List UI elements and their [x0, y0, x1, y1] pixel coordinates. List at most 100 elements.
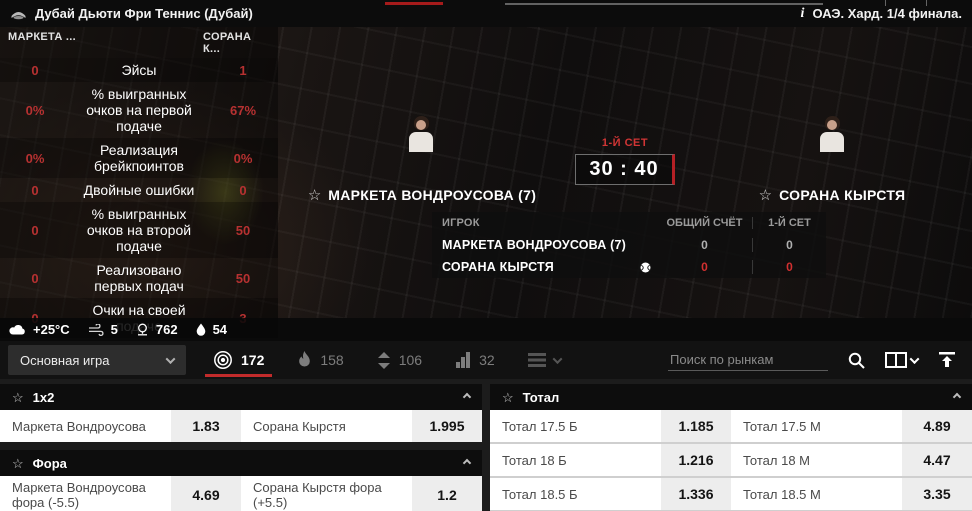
stat-value-player1: 0% — [25, 102, 45, 118]
stats-rows: 0 Эйсы 1 0% % выигранных очков на первой под… — [0, 58, 278, 338]
stat-label: % выигранных очков на второй подаче — [86, 206, 192, 254]
bet-outcome[interactable]: Маркета Вондроусова 1.83 — [0, 410, 241, 442]
tab-count: 106 — [398, 352, 423, 368]
bet-outcome[interactable]: Тотал 17.5 Б 1.185 — [490, 410, 731, 442]
stat-value-player2: 0% — [233, 150, 253, 166]
flame-icon — [297, 351, 312, 369]
humidity-value: 54 — [212, 322, 228, 337]
cloud-icon — [9, 324, 26, 335]
info-icon[interactable]: i — [800, 5, 805, 21]
market-filter-tabs: 172 158 106 32 — [204, 341, 563, 379]
player1-name-block: ☆ МАРКЕТА ВОНДРОУСОВА (7) — [308, 187, 536, 203]
bet-outcome[interactable]: Сорана Кырстя 1.995 — [241, 410, 482, 442]
outcome-name: Тотал 18.5 Б — [490, 478, 661, 510]
stat-value-player1: 0 — [31, 222, 39, 238]
favorite-star-icon[interactable]: ☆ — [307, 186, 322, 204]
chevron-up-icon[interactable] — [462, 458, 472, 468]
temperature-item: +25°C — [9, 322, 70, 337]
stat-value-player2: 50 — [235, 270, 251, 286]
favorite-star-icon[interactable]: ☆ — [12, 389, 24, 405]
stat-value-player1: 0 — [31, 270, 39, 286]
sort-icon — [377, 351, 391, 369]
bet-outcome[interactable]: Тотал 18 М 4.47 — [731, 444, 972, 476]
market-title: 1x2 — [32, 389, 55, 405]
bet-outcome[interactable]: Тотал 17.5 М 4.89 — [731, 410, 972, 442]
market-view-select[interactable]: Основная игра — [8, 345, 186, 375]
market-row: Тотал 17.5 Б 1.185 Тотал 17.5 М 4.89 — [490, 410, 972, 442]
stat-value-player2: 1 — [239, 62, 247, 78]
score-row-total: 0 — [701, 260, 708, 274]
market-section-header[interactable]: ☆ Тотал — [490, 384, 972, 410]
current-set-label: 1-Й СЕТ — [601, 137, 649, 149]
bet-outcome[interactable]: Тотал 18.5 М 3.35 — [731, 478, 972, 510]
wind-value: 5 — [110, 322, 118, 337]
market-section: ☆ Фора Маркета Вондроусова фора (-5.5) 4.69… — [0, 450, 482, 511]
stat-value-player1: 0 — [31, 62, 39, 78]
outcome-name: Тотал 17.5 М — [731, 410, 902, 442]
favorite-star-icon[interactable]: ☆ — [502, 389, 514, 405]
col-player: ИГРОК — [442, 217, 480, 229]
chevron-down-icon — [165, 353, 176, 364]
match-stats-panel: МАРКЕТА ... СОРАНА К... 0 Эйсы 1 0% % выигра… — [0, 27, 278, 338]
market-section-header[interactable]: ☆ 1x2 — [0, 384, 482, 410]
favorite-star-icon[interactable]: ☆ — [12, 455, 24, 471]
event-title: Дубай Дьюти Фри Теннис (Дубай) — [35, 6, 253, 21]
stat-label: Реализовано первых подач — [94, 262, 184, 294]
stat-value-player1: 0% — [25, 150, 45, 166]
pressure-item: 762 — [136, 322, 178, 337]
bet-outcome[interactable]: Тотал 18.5 Б 1.336 — [490, 478, 731, 510]
layout-columns-button[interactable] — [885, 352, 920, 368]
bet-outcome[interactable]: Сорана Кырстя фора (+5.5) 1.2 — [241, 476, 482, 511]
score-row-player: МАРКЕТА ВОНДРОУСОВА (7) — [442, 238, 627, 252]
outcome-odds: 1.216 — [661, 444, 731, 476]
stat-row: 0 Двойные ошибки 0 — [0, 178, 278, 202]
chevron-up-icon[interactable] — [462, 392, 472, 402]
stat-label: Двойные ошибки — [83, 182, 195, 198]
score-table-row: МАРКЕТА ВОНДРОУСОВА (7) 0 0 — [432, 234, 826, 256]
outcome-name: Тотал 17.5 Б — [490, 410, 661, 442]
game-score-box: 30 : 40 — [575, 154, 675, 185]
market-view-value: Основная игра — [20, 352, 110, 368]
stat-value-player2: 67% — [229, 102, 257, 118]
progress-tick — [885, 0, 886, 6]
stat-value-player2: 50 — [235, 222, 251, 238]
search-icon[interactable] — [848, 352, 865, 369]
video-progress-bar[interactable] — [385, 2, 443, 5]
markets-column-left: ☆ 1x2 Маркета Вондроусова 1.83 Сорана Кырстя… — [0, 384, 482, 511]
stat-label: Эйсы — [121, 62, 157, 78]
video-progress-track[interactable] — [505, 3, 823, 5]
score-row-set1: 0 — [752, 238, 826, 252]
stat-row: 0% Реализация брейкпоинтов 0% — [0, 138, 278, 178]
tab-hot-markets[interactable]: 158 — [297, 341, 344, 379]
temperature-value: +25°C — [33, 322, 70, 337]
tab-view-options[interactable] — [527, 341, 563, 379]
outcome-odds: 1.995 — [412, 410, 482, 442]
tab-all-markets[interactable]: 172 — [204, 341, 273, 379]
toolbar-right-group — [668, 349, 972, 371]
market-section-header[interactable]: ☆ Фора — [0, 450, 482, 476]
outcome-odds: 3.35 — [902, 478, 972, 510]
tab-count: 158 — [320, 352, 344, 368]
bet-outcome[interactable]: Маркета Вондроусова фора (-5.5) 4.69 — [0, 476, 241, 511]
collapse-all-button[interactable] — [938, 352, 956, 368]
outcome-odds: 4.89 — [902, 410, 972, 442]
market-title: Фора — [32, 455, 67, 471]
favorite-star-icon[interactable]: ☆ — [758, 186, 773, 204]
market-row: Маркета Вондроусова 1.83 Сорана Кырстя 1.99… — [0, 410, 482, 442]
outcome-name: Тотал 18 М — [731, 444, 902, 476]
chevron-up-icon[interactable] — [952, 392, 962, 402]
score-table-header: ИГРОК ОБЩИЙ СЧЁТ 1-Й СЕТ — [432, 212, 826, 234]
weather-bar: +25°C 5 762 54 — [0, 318, 972, 341]
tab-handicaps[interactable]: 106 — [377, 341, 422, 379]
score-table-body: МАРКЕТА ВОНДРОУСОВА (7) 0 0 СОРАНА КЫРСТЯ 0 0 — [432, 234, 826, 278]
serving-ball-icon — [640, 262, 651, 273]
tab-statistics[interactable]: 32 — [455, 341, 495, 379]
score-table: ИГРОК ОБЩИЙ СЧЁТ 1-Й СЕТ МАРКЕТА ВОНДРОУ… — [432, 212, 826, 278]
player2-name-block: ☆ СОРАНА КЫРСТЯ — [722, 187, 942, 203]
bet-outcome[interactable]: Тотал 18 Б 1.216 — [490, 444, 731, 476]
markets-column-right: ☆ Тотал Тотал 17.5 Б 1.185 Тотал 17.5 М 4.89 Т… — [490, 384, 972, 511]
search-input[interactable] — [668, 349, 828, 371]
wind-icon — [88, 323, 104, 336]
market-title: Тотал — [522, 389, 560, 405]
